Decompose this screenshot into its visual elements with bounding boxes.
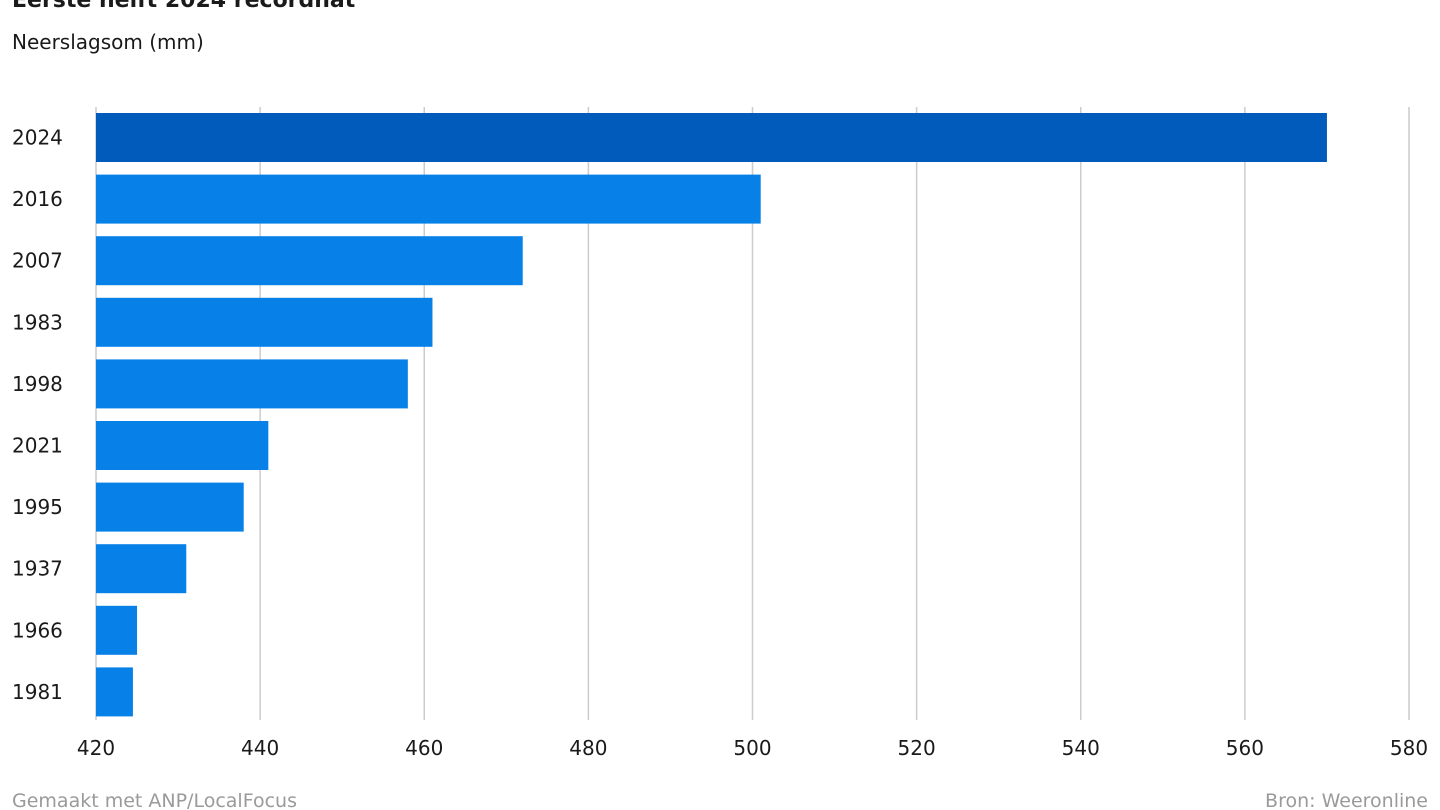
x-tick-label: 520 bbox=[898, 736, 936, 760]
chart-title: Eerste helft 2024 recordnat bbox=[12, 0, 356, 13]
bar-2007 bbox=[96, 236, 523, 286]
x-tick-label: 580 bbox=[1390, 736, 1428, 760]
bar-chart: 2024 2016 2007 1983 1998 2021 1995 1937 1966 1981… bbox=[12, 107, 1428, 760]
category-label-1995: 1995 bbox=[12, 495, 63, 519]
category-label-1998: 1998 bbox=[12, 372, 63, 396]
bar-2021 bbox=[96, 421, 269, 470]
category-label-2007: 2007 bbox=[12, 249, 63, 273]
bar-2016 bbox=[96, 174, 761, 224]
bar-1995 bbox=[96, 482, 244, 532]
bar-1966 bbox=[96, 605, 138, 655]
x-tick-label: 500 bbox=[733, 736, 771, 760]
category-label-1966: 1966 bbox=[12, 618, 63, 642]
chart-subtitle: Neerslagsom (mm) bbox=[12, 30, 204, 54]
bar-1998 bbox=[96, 359, 408, 409]
footer-credit: Gemaakt met ANP/LocalFocus bbox=[12, 790, 297, 810]
category-label-2021: 2021 bbox=[12, 434, 63, 458]
category-label-2016: 2016 bbox=[12, 187, 63, 211]
category-label-1937: 1937 bbox=[12, 557, 63, 581]
bar-2024 bbox=[96, 113, 1327, 162]
category-label-2024: 2024 bbox=[12, 126, 63, 150]
x-tick-label: 560 bbox=[1226, 736, 1264, 760]
x-tick-label: 460 bbox=[405, 736, 443, 760]
bars bbox=[96, 113, 1327, 717]
x-tick-label: 440 bbox=[241, 736, 279, 760]
footer-source: Bron: Weeronline bbox=[1265, 790, 1428, 810]
category-labels: 2024 2016 2007 1983 1998 2021 1995 1937 1966 1981 bbox=[12, 126, 63, 704]
bar-1981 bbox=[96, 667, 133, 717]
x-tick-label: 480 bbox=[569, 736, 607, 760]
x-tick-labels: 420 440 460 480 500 520 540 560 580 bbox=[77, 736, 1428, 760]
bar-1937 bbox=[96, 544, 187, 594]
x-tick-label: 420 bbox=[77, 736, 115, 760]
bar-1983 bbox=[96, 297, 433, 347]
x-tick-label: 540 bbox=[1062, 736, 1100, 760]
category-label-1981: 1981 bbox=[12, 680, 63, 704]
category-label-1983: 1983 bbox=[12, 310, 63, 334]
